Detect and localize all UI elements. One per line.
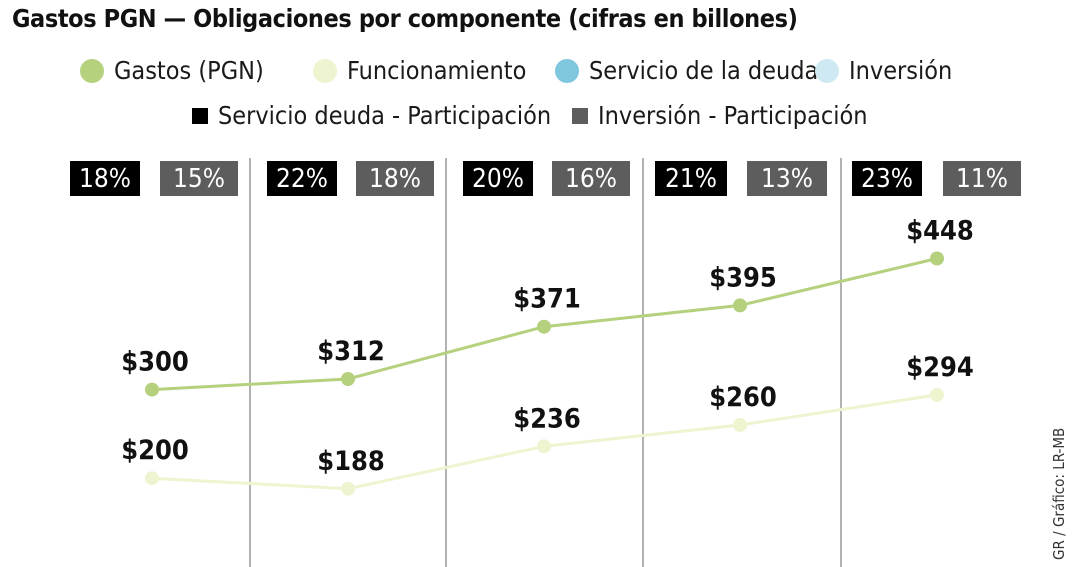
investment-share-box-3: 16% — [552, 161, 630, 196]
legend-swatch-gastos — [80, 58, 104, 83]
series-1-point-2 — [341, 372, 355, 386]
series-2-point-4 — [733, 418, 747, 432]
legend-swatch-inversion — [815, 58, 839, 83]
legend-label-inversion: Inversión — [849, 56, 953, 85]
debt-share-box-1: 18% — [70, 161, 140, 196]
credit-text: GR / Gráfico: LR-MB — [1050, 427, 1068, 560]
series-2-label-3: $236 — [513, 403, 581, 434]
series-1-label-5: $448 — [906, 216, 974, 247]
legend-row-2: Servicio deuda - Participación Inversión… — [0, 101, 1080, 137]
legend-item-inversion: Inversión — [815, 56, 952, 85]
series-1-point-3 — [537, 319, 551, 334]
investment-share-box-4: 13% — [747, 161, 827, 196]
debt-share-box-3: 20% — [463, 161, 533, 196]
series-2-label-1: $200 — [121, 435, 189, 466]
series-2-point-1 — [145, 471, 159, 486]
legend-swatch-funcionamiento — [313, 58, 337, 83]
investment-share-box-2: 18% — [356, 161, 434, 196]
legend-label-inversion-participacion: Inversión - Participación — [598, 101, 868, 130]
series-1-label-3: $371 — [513, 284, 581, 315]
legend-label-gastos: Gastos (PGN) — [114, 56, 264, 85]
debt-share-box-2: 22% — [267, 161, 337, 196]
legend-label-funcionamiento: Funcionamiento — [347, 56, 527, 85]
investment-share-box-1: 15% — [160, 161, 238, 196]
series-1-label-2: $312 — [317, 336, 385, 367]
debt-share-box-5: 23% — [852, 161, 922, 196]
chart-title: Gastos PGN — Obligaciones por componente… — [12, 4, 798, 33]
series-2-point-3 — [537, 439, 551, 454]
legend-item-funcionamiento: Funcionamiento — [313, 56, 526, 85]
legend-swatch-servicio-deuda-participacion — [192, 107, 208, 124]
legend-swatch-servicio-deuda — [555, 58, 579, 83]
series-2-label-5: $294 — [906, 352, 974, 383]
legend-item-servicio-deuda-participacion: Servicio deuda - Participación — [192, 101, 551, 130]
legend-swatch-inversion-participacion — [572, 107, 588, 124]
series-1-point-5 — [930, 251, 944, 266]
investment-share-box-5: 11% — [943, 161, 1021, 196]
series-2-point-5 — [930, 387, 944, 402]
series-2-label-4: $260 — [709, 382, 777, 413]
series-1-label-4: $395 — [709, 262, 777, 293]
legend-item-servicio-deuda: Servicio de la deuda — [555, 56, 818, 85]
legend-row-1: Gastos (PGN) Funcionamiento Servicio de … — [0, 56, 1080, 92]
series-1-label-1: $300 — [121, 347, 189, 378]
series-2-point-2 — [341, 481, 355, 496]
legend-item-inversion-participacion: Inversión - Participación — [572, 101, 868, 130]
debt-share-box-4: 21% — [655, 161, 727, 196]
series-2-label-2: $188 — [317, 446, 385, 477]
series-1-point-1 — [145, 382, 159, 397]
series-1-point-4 — [733, 298, 747, 313]
legend-item-gastos: Gastos (PGN) — [80, 56, 264, 85]
legend-label-servicio-deuda: Servicio de la deuda — [589, 56, 819, 85]
legend-label-servicio-deuda-participacion: Servicio deuda - Participación — [218, 101, 552, 130]
